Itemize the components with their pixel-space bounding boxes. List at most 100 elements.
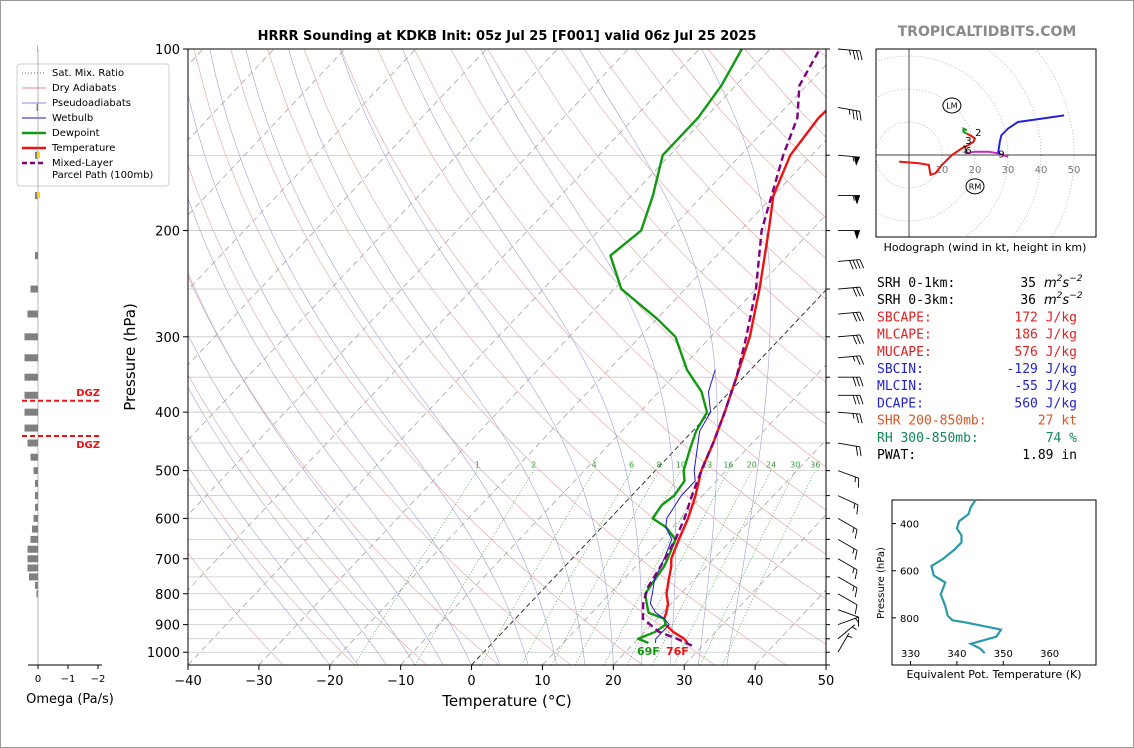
legend-label: Wetbulb: [52, 113, 93, 124]
dry-adiabat: [188, 465, 356, 665]
omega-bar: [33, 514, 38, 522]
omega-bar: [35, 252, 38, 260]
barb-half: [852, 195, 855, 201]
chart-title: HRRR Sounding at KDKB Init: 05z Jul 25 […: [258, 29, 757, 44]
mixing-ratio-label: 13: [702, 461, 712, 470]
index-value: 172 J/kg: [1014, 310, 1077, 325]
barb-shaft: [837, 624, 856, 640]
mixing-ratio-line: [414, 470, 534, 665]
dry-adiabat: [230, 49, 715, 665]
barb-shaft: [837, 311, 860, 315]
pseudoadiabat: [288, 49, 586, 665]
index-label: SBCAPE:: [877, 310, 932, 325]
barb-shaft: [837, 355, 860, 359]
index-unit: m2s−2: [1044, 274, 1083, 291]
barb-half: [854, 476, 856, 483]
x-tick-label: 0: [467, 674, 475, 689]
barb-full: [859, 334, 865, 344]
barb-shaft: [837, 495, 859, 506]
wind-barb: [837, 470, 860, 488]
surface-temperature-label: 76F: [666, 645, 689, 658]
thetae-profile: [930, 499, 1003, 654]
pseudoadiabat: [701, 49, 771, 665]
omega-bar: [27, 310, 38, 318]
legend-label: Dewpoint: [52, 128, 100, 139]
hodograph-ring-label: 20: [969, 165, 982, 176]
omega-bar: [24, 408, 38, 416]
plot-background: [188, 49, 826, 665]
barb-shaft: [837, 576, 858, 589]
index-unit: m2s−2: [1044, 291, 1083, 308]
thetae-axis-label: Equivalent Pot. Temperature (K): [906, 668, 1081, 681]
omega-bar: [35, 151, 38, 159]
barb-full: [856, 504, 859, 515]
wind-barb: [837, 286, 865, 297]
dry-adiabat: [266, 49, 787, 665]
y-tick-label: 300: [155, 331, 180, 346]
barb-shaft: [837, 48, 860, 52]
x-tick-label: 40: [747, 674, 764, 689]
pseudoadiabat: [188, 477, 331, 665]
pseudoadiabat: [339, 49, 614, 665]
barb-shaft: [837, 107, 860, 112]
index-label: MLCAPE:: [877, 328, 932, 343]
wind-barb: [837, 442, 862, 457]
dry-adiabat: [560, 49, 826, 342]
barb-full: [859, 355, 865, 365]
dry-adiabat: [188, 374, 428, 665]
mixing-ratio-line: [480, 470, 595, 665]
barb-shaft: [837, 593, 858, 606]
omega-bar: [24, 333, 38, 341]
omega-bar: [27, 545, 38, 553]
isotherm-line: [188, 49, 771, 665]
barb-full: [852, 259, 858, 270]
dry-adiabat: [340, 49, 826, 600]
barb-full: [856, 335, 861, 345]
y-tick-label: 1000: [147, 646, 180, 661]
omega-bar: [35, 192, 38, 200]
wind-barb: [837, 495, 859, 515]
wind-barb: [837, 334, 865, 345]
omega-bar: [24, 391, 38, 399]
index-label: DCAPE:: [877, 396, 924, 411]
hodograph-height-label: 6: [965, 146, 971, 157]
thetae-x-tick-label: 340: [947, 649, 966, 660]
legend-label: Sat. Mix. Ratio: [52, 68, 124, 79]
wind-barb: [837, 558, 858, 580]
wind-barb: [837, 616, 859, 626]
omega-bar: [32, 525, 38, 533]
hodograph-caption: Hodograph (wind in kt, height in km): [884, 241, 1087, 254]
y-tick-label: 100: [155, 43, 180, 58]
barb-full: [859, 395, 864, 405]
omega-bar: [24, 354, 38, 362]
barb-full: [854, 529, 858, 539]
x-tick-label: 50: [818, 674, 835, 689]
omega-bar: [36, 103, 38, 111]
hodograph-trace: [964, 150, 1009, 158]
surface-dewpoint-label: 69F: [637, 645, 660, 658]
hodograph-trace: [899, 132, 977, 177]
wind-barb: [837, 576, 858, 598]
omega-bar: [30, 535, 38, 543]
mixing-ratio-label: 1: [475, 461, 480, 470]
omega-bar: [36, 590, 38, 598]
pseudoadiabat: [188, 334, 416, 665]
mixing-ratio-label: 16: [723, 461, 733, 470]
barb-full: [855, 413, 860, 424]
wind-barb: [838, 394, 864, 405]
barb-shaft: [837, 518, 858, 530]
mixing-ratio-label: 24: [766, 461, 776, 470]
wind-barb: [838, 230, 860, 240]
barb-shaft: [837, 334, 860, 338]
legend-box: [16, 63, 170, 187]
barb-full: [855, 110, 859, 121]
barb-full: [859, 311, 865, 321]
omega-bar: [24, 424, 38, 432]
dry-adiabat: [377, 49, 826, 555]
thetae-y-tick-label: 600: [900, 567, 919, 578]
legend-label: Dry Adiabats: [52, 83, 116, 94]
barb-full: [859, 286, 865, 297]
mixing-ratio-line: [521, 470, 632, 665]
omega-bar: [27, 439, 38, 447]
wind-barb: [837, 48, 863, 61]
